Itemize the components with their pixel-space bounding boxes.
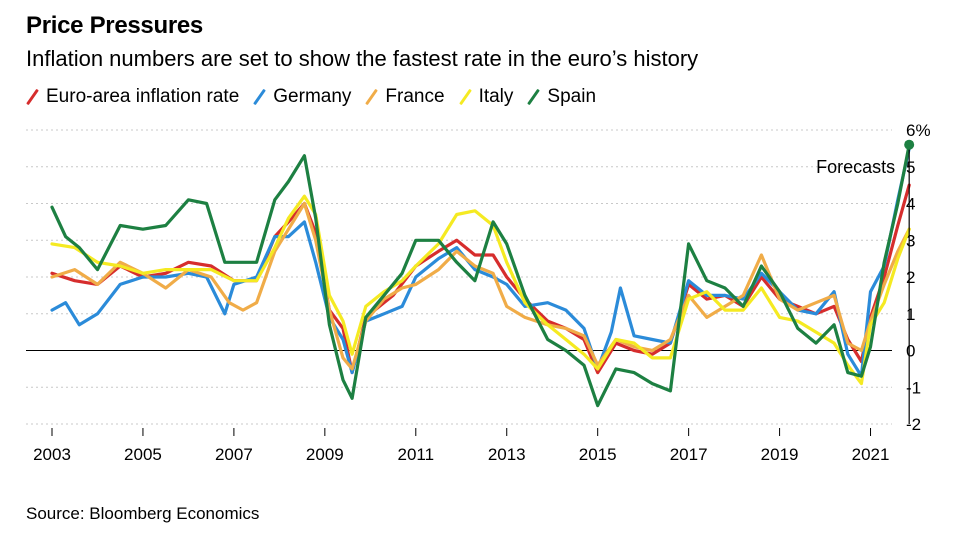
x-tick-label: 2011: [398, 445, 435, 464]
legend-item-germany: Germany: [253, 86, 351, 108]
x-tick-label: 2009: [306, 445, 344, 464]
series-line-euro-area-inflation-rate: [50, 183, 911, 375]
y-tick-label: 2: [906, 268, 915, 287]
y-tick-label: 1: [906, 305, 915, 324]
y-tick-label: 5: [906, 158, 915, 177]
series-line-italy: [50, 194, 911, 386]
legend-label-germany: Germany: [273, 86, 352, 107]
x-tick-label: 2019: [761, 445, 799, 464]
x-tick-label: 2021: [852, 445, 890, 464]
series-line-france: [50, 201, 911, 371]
y-tick-label: -1: [906, 378, 921, 397]
forecast-end-dot: [904, 139, 915, 150]
chart-title: Price Pressures: [26, 12, 203, 39]
x-tick-label: 2013: [488, 445, 526, 464]
series-line-spain: [50, 143, 911, 408]
x-tick-label: 2005: [124, 445, 162, 464]
x-tick-label: 2015: [579, 445, 617, 464]
source-note: Source: Bloomberg Economics: [26, 504, 260, 523]
y-tick-label: 3: [906, 231, 915, 250]
x-tick-label: 2007: [215, 445, 253, 464]
legend-item-euro-area: Euro-area inflation rate: [26, 86, 239, 108]
legend-item-italy: Italy: [459, 86, 514, 108]
x-tick-label: 2017: [670, 445, 708, 464]
y-tick-label: -2: [906, 415, 921, 434]
legend-item-france: France: [365, 86, 444, 108]
legend-label-spain: Spain: [547, 86, 597, 107]
legend-label-italy: Italy: [478, 86, 514, 107]
legend-label-euro-area: Euro-area inflation rate: [46, 86, 240, 107]
y-tick-label: 6%: [906, 121, 931, 140]
legend-label-france: France: [385, 86, 445, 107]
x-tick-label: 2003: [33, 445, 71, 464]
legend: Euro-area inflation rate Germany France …: [26, 86, 610, 108]
legend-item-spain: Spain: [527, 86, 596, 108]
y-tick-label: 4: [906, 195, 915, 214]
y-tick-label: 0: [906, 342, 915, 361]
chart-subtitle: Inflation numbers are set to show the fa…: [26, 46, 699, 71]
forecasts-annotation: Forecasts: [816, 157, 895, 177]
